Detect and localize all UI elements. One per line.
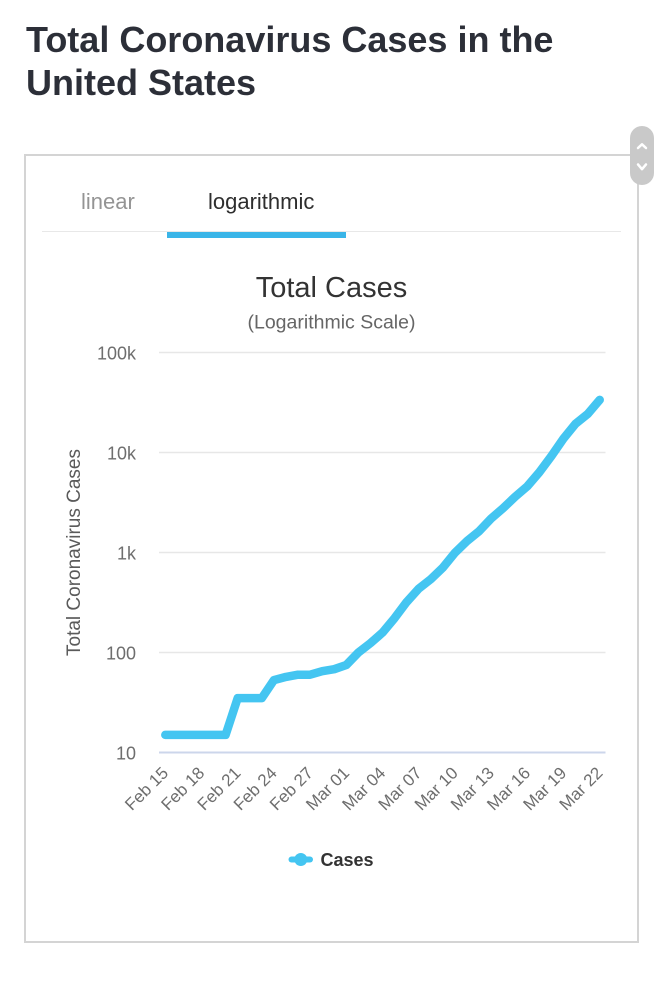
svg-text:Total Cases: Total Cases	[256, 272, 408, 304]
svg-text:1k: 1k	[117, 544, 137, 564]
svg-text:(Logarithmic Scale): (Logarithmic Scale)	[248, 312, 416, 334]
svg-text:Cases: Cases	[321, 850, 374, 870]
svg-text:100k: 100k	[97, 344, 137, 364]
svg-text:10: 10	[116, 744, 136, 764]
svg-text:Total Coronavirus Cases: Total Coronavirus Cases	[64, 449, 85, 656]
svg-text:10k: 10k	[107, 444, 137, 464]
svg-text:100: 100	[106, 644, 136, 664]
